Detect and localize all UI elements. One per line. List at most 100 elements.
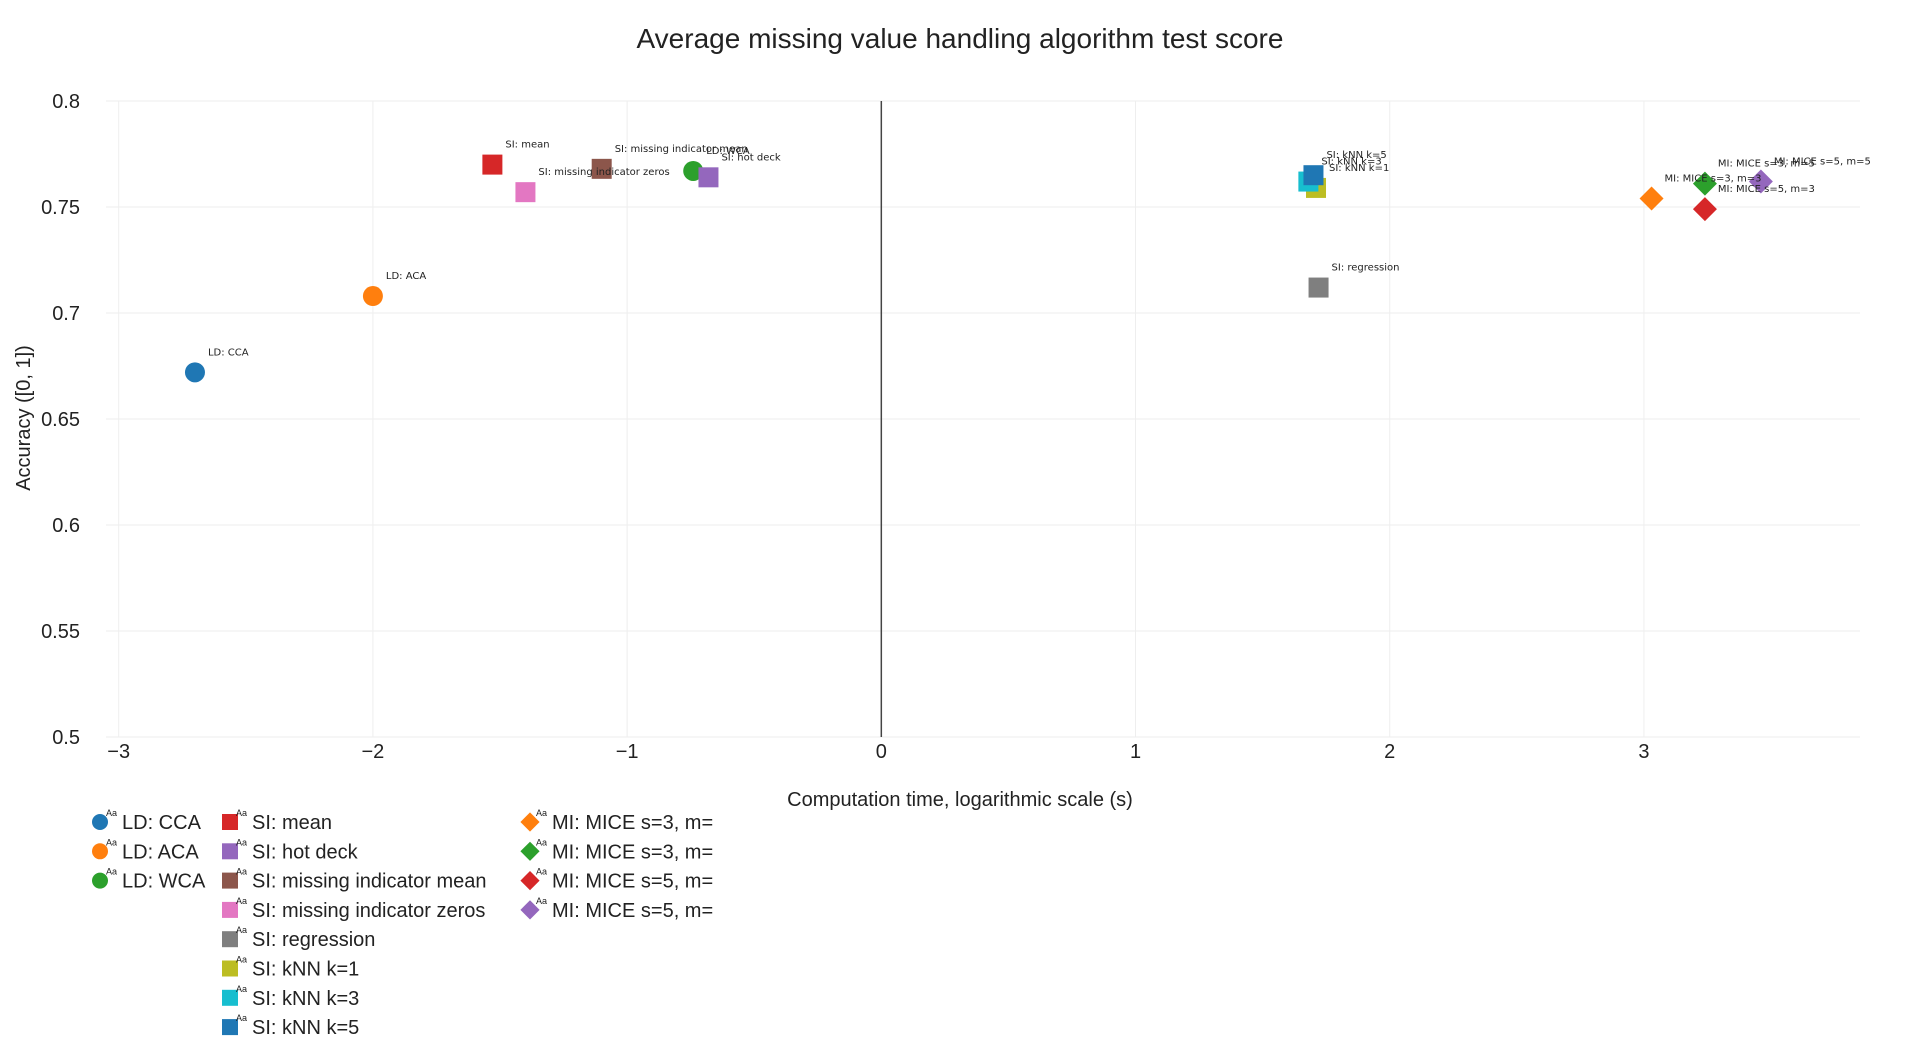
legend-marker <box>92 814 108 830</box>
y-tick-label: 0.75 <box>41 197 80 219</box>
point-label: SI: kNN k=1 <box>1329 163 1389 174</box>
data-point <box>591 158 612 179</box>
legend-item[interactable]: Aa MI: MICE s=5, m= <box>520 867 713 893</box>
point-label: LD: CCA <box>208 347 249 358</box>
legend-marker <box>520 841 540 861</box>
legend-label: SI: mean <box>252 812 332 834</box>
point-label: SI: mean <box>505 140 549 151</box>
legend-text-marker: Aa <box>106 837 117 847</box>
x-axis-ticks: −3 −2 −1 0 1 2 3 <box>107 741 1649 763</box>
grid-lines <box>106 100 1860 738</box>
legend-label: SI: kNN k=5 <box>252 1017 359 1039</box>
data-point <box>683 160 704 181</box>
data-point <box>515 182 536 203</box>
y-tick-label: 0.6 <box>52 515 80 537</box>
y-axis-label: Accuracy ([0, 1]) <box>13 345 35 491</box>
legend-item[interactable]: Aa SI: regression <box>222 925 375 951</box>
legend-marker <box>222 960 238 977</box>
legend-marker <box>222 1019 238 1036</box>
data-point <box>698 167 719 188</box>
legend-label: SI: hot deck <box>252 841 359 863</box>
x-tick-label: −2 <box>362 741 385 763</box>
legend-marker <box>520 812 540 832</box>
x-tick-label: 3 <box>1638 741 1649 763</box>
point-label: MI: MICE s=3, m=5 <box>1718 159 1815 170</box>
legend-text-marker: Aa <box>536 896 547 906</box>
legend-label: MI: MICE s=3, m= <box>552 812 713 834</box>
y-tick-label: 0.8 <box>52 91 80 113</box>
x-tick-label: 0 <box>876 741 887 763</box>
legend-item[interactable]: Aa SI: hot deck <box>222 837 359 863</box>
legend-marker <box>222 814 238 830</box>
legend-text-marker: Aa <box>106 867 117 877</box>
legend-item[interactable]: Aa MI: MICE s=3, m= <box>520 808 713 834</box>
legend-marker <box>92 843 108 860</box>
data-point <box>1303 165 1324 186</box>
legend: Aa LD: CCA Aa LD: ACA Aa LD: WCA Aa SI: mean Aa S… <box>92 808 713 1039</box>
legend-marker <box>92 872 108 889</box>
legend-text-marker: Aa <box>536 867 547 877</box>
legend-item[interactable]: Aa SI: kNN k=3 <box>222 984 359 1010</box>
legend-marker <box>222 989 238 1006</box>
y-axis-ticks: 0.5 0.55 0.6 0.65 0.7 0.75 0.8 <box>41 91 80 749</box>
data-point <box>482 154 503 175</box>
y-tick-label: 0.55 <box>41 621 80 643</box>
point-label: LD: ACA <box>386 271 426 282</box>
legend-label: SI: kNN k=1 <box>252 959 359 981</box>
legend-item[interactable]: Aa LD: CCA <box>92 808 202 834</box>
legend-text-marker: Aa <box>536 808 547 818</box>
legend-label: SI: kNN k=3 <box>252 988 359 1010</box>
legend-item[interactable]: Aa MI: MICE s=3, m= <box>520 837 713 863</box>
legend-text-marker: Aa <box>236 808 247 818</box>
legend-label: MI: MICE s=5, m= <box>552 900 713 922</box>
point-label: SI: kNN k=3 <box>1321 157 1381 168</box>
legend-label: MI: MICE s=5, m= <box>552 871 713 893</box>
legend-label: SI: regression <box>252 929 375 951</box>
data-point <box>1692 171 1717 196</box>
data-point <box>1748 169 1773 194</box>
data-point <box>362 286 383 307</box>
point-label: MI: MICE s=3, m=3 <box>1665 174 1762 185</box>
legend-text-marker: Aa <box>236 925 247 935</box>
point-label: LD: WCA <box>706 146 750 157</box>
data-point <box>1308 277 1329 298</box>
legend-text-marker: Aa <box>106 808 117 818</box>
point-label: SI: missing indicator mean <box>615 144 748 155</box>
legend-item[interactable]: Aa SI: mean <box>222 808 332 834</box>
point-label: SI: kNN k=5 <box>1326 150 1386 161</box>
legend-label: MI: MICE s=3, m= <box>552 841 713 863</box>
legend-label: SI: missing indicator mean <box>252 871 487 893</box>
legend-text-marker: Aa <box>236 837 247 847</box>
legend-item[interactable]: Aa SI: missing indicator zeros <box>222 896 485 922</box>
chart-title: Average missing value handling algorithm… <box>637 23 1284 54</box>
legend-text-marker: Aa <box>236 867 247 877</box>
legend-text-marker: Aa <box>236 984 247 994</box>
point-label: SI: missing indicator zeros <box>538 167 669 178</box>
legend-marker <box>520 871 540 891</box>
x-tick-label: −3 <box>107 741 130 763</box>
legend-item[interactable]: Aa MI: MICE s=5, m= <box>520 896 713 922</box>
point-label: SI: regression <box>1332 263 1400 274</box>
legend-text-marker: Aa <box>236 896 247 906</box>
legend-label: LD: ACA <box>122 841 199 863</box>
y-tick-label: 0.5 <box>52 727 80 749</box>
legend-item[interactable]: Aa SI: kNN k=5 <box>222 1013 359 1039</box>
legend-item[interactable]: Aa SI: missing indicator mean <box>222 867 487 893</box>
x-tick-label: 1 <box>1130 741 1141 763</box>
y-tick-label: 0.7 <box>52 303 80 325</box>
legend-item[interactable]: Aa SI: kNN k=1 <box>222 955 359 981</box>
legend-marker <box>222 931 238 948</box>
legend-marker <box>222 843 238 860</box>
legend-label: SI: missing indicator zeros <box>252 900 485 922</box>
data-point <box>1639 186 1664 211</box>
legend-item[interactable]: Aa LD: ACA <box>92 837 199 863</box>
legend-marker <box>520 900 540 920</box>
legend-label: LD: CCA <box>122 812 202 834</box>
legend-label: LD: WCA <box>122 871 206 893</box>
x-tick-label: 2 <box>1384 741 1395 763</box>
data-point <box>1692 197 1717 222</box>
x-axis-label: Computation time, logarithmic scale (s) <box>787 789 1133 811</box>
point-labels: LD: CCA LD: ACA LD: WCA SI: mean SI: hot dec… <box>208 140 1871 359</box>
legend-item[interactable]: Aa LD: WCA <box>92 867 206 893</box>
